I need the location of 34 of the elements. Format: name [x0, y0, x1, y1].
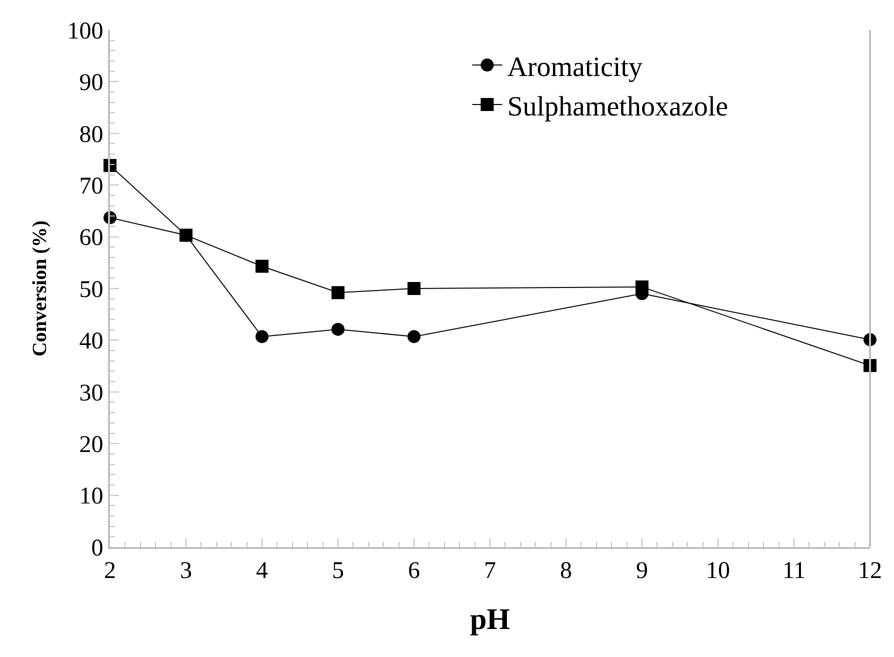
y-tick-label: 60: [79, 225, 104, 252]
y-tick-label: 30: [79, 380, 104, 406]
x-tick-label: 3: [180, 558, 192, 584]
y-tick-label: 70: [79, 174, 104, 200]
point: [256, 260, 268, 273]
point: [180, 228, 192, 242]
x-tick-label: 11: [782, 558, 806, 584]
x-tick-label: 8: [560, 558, 572, 584]
x-tick-label: 9: [636, 558, 648, 584]
legend-label: Aromaticity: [507, 52, 642, 83]
x-tick-label: 12: [858, 558, 882, 584]
y-tick-label: 50: [79, 276, 104, 303]
y-tick-label: 0: [91, 535, 104, 562]
point: [408, 282, 420, 295]
y-tick-label: 100: [67, 18, 104, 44]
point: [636, 280, 648, 294]
x-tick-label: 4: [256, 558, 268, 584]
y-tick-label: 90: [79, 70, 104, 96]
x-tick-label: 6: [408, 558, 420, 584]
x-axis-title: pH: [470, 602, 510, 636]
point: [408, 330, 420, 344]
y-tick-label: 80: [79, 122, 104, 148]
legend-label: Sulphamethoxazole: [507, 91, 728, 122]
point: [256, 330, 268, 344]
x-tick-label: 5: [332, 558, 344, 584]
point: [332, 322, 344, 336]
y-tick-label: 40: [79, 328, 104, 355]
point: [332, 286, 344, 300]
y-tick-label: 10: [79, 484, 104, 510]
x-tick-label: 10: [706, 558, 730, 584]
x-tick-label: 7: [484, 558, 496, 584]
x-tick-label: 2: [104, 558, 116, 584]
y-axis-title: Conversion (%): [29, 220, 52, 357]
y-tick-label: 20: [79, 432, 104, 458]
